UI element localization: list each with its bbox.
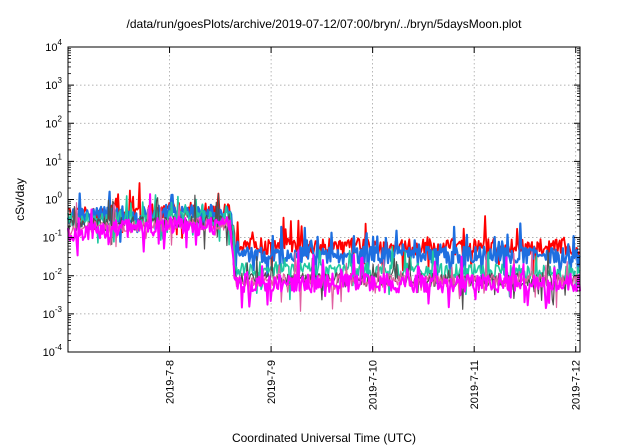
grid (68, 47, 580, 352)
y-axis-tick-labels: 10-4 10-3 10-2 10-1 100 101 102 103 104 (43, 38, 63, 359)
series-layer (66, 182, 581, 312)
y-tick-label: 10-4 (43, 343, 63, 359)
y-axis-label: cSv/day (13, 178, 27, 221)
x-tick-label: 2019-7-9 (266, 360, 278, 404)
x-tick-label: 2019-7-10 (368, 360, 380, 410)
chart-title: /data/run/goesPlots/archive/2019-07-12/0… (127, 17, 523, 31)
axis-ticks (68, 46, 580, 353)
y-tick-label: 100 (45, 191, 62, 207)
y-tick-label: 102 (45, 114, 62, 130)
y-tick-label: 10-1 (43, 229, 63, 245)
y-tick-label: 10-2 (43, 267, 63, 283)
x-tick-label: 2019-7-8 (165, 360, 177, 404)
y-tick-label: 104 (45, 38, 62, 54)
y-tick-label: 103 (45, 76, 62, 92)
x-tick-label: 2019-7-11 (469, 360, 481, 409)
x-tick-label: 2019-7-12 (571, 360, 583, 410)
y-tick-label: 101 (45, 152, 62, 168)
x-axis-tick-labels: 2019-7-8 2019-7-9 2019-7-10 2019-7-11 2019-7… (165, 360, 583, 410)
x-axis-label: Coordinated Universal Time (UTC) (232, 431, 416, 445)
series-line (67, 193, 581, 310)
y-tick-label: 10-3 (43, 305, 63, 321)
